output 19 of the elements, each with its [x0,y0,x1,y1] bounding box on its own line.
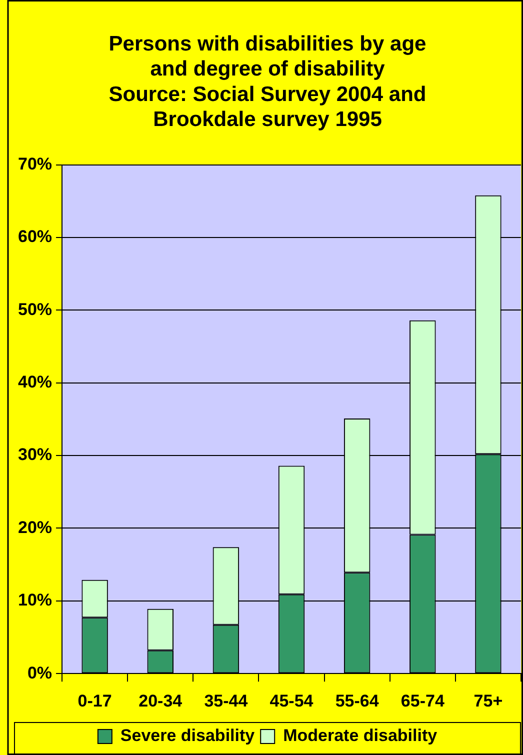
y-tick-label: 20% [18,518,52,537]
x-tick-label: 35-44 [204,691,248,710]
x-tick-label: 0-17 [78,691,112,710]
x-tick-label: 75+ [474,691,503,710]
y-tick-label: 10% [18,590,52,610]
chart-subtitle: Source: Social Survey 2004 and Brookdale survey 1995 [108,82,426,131]
chart-title: Persons with disabilities by age and degree of disability [108,32,426,81]
x-tick-label: 45-54 [270,691,314,710]
y-tick-label: 60% [18,227,52,246]
y-tick-label: 30% [18,445,52,464]
x-tick-label: 55-64 [335,691,380,710]
legend-label: Severe disability [120,726,256,746]
legend-label: Moderate disability [283,726,438,746]
x-tick-label: 65-74 [400,691,445,710]
y-tick-label: 0% [27,663,52,682]
y-tick-label: 50% [18,300,52,319]
y-tick-label: 70% [18,154,52,174]
x-tick-label: 20-34 [138,691,183,710]
y-tick-label: 40% [18,372,52,392]
